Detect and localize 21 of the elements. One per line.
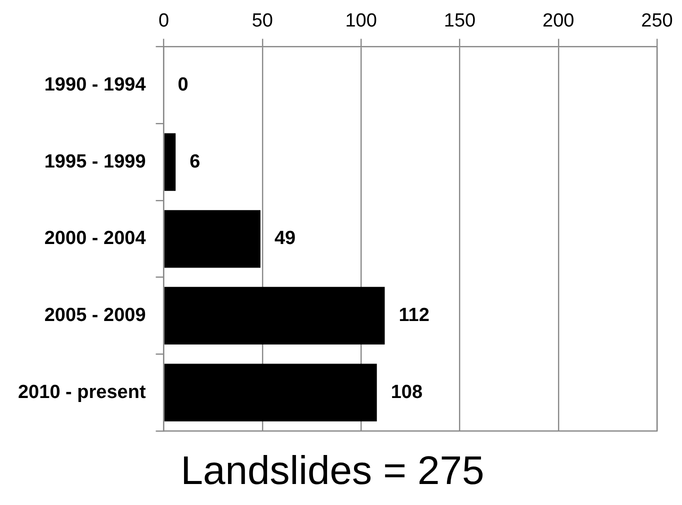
y-tick-label: 1995 - 1999	[44, 151, 146, 172]
data-label: 49	[274, 228, 296, 250]
bar	[164, 286, 385, 345]
x-tick-label: 150	[444, 10, 476, 32]
x-tick-label: 100	[345, 10, 377, 32]
bar	[164, 133, 176, 191]
x-tick-label: 250	[641, 10, 673, 32]
text: Landslides = 275	[180, 449, 484, 494]
data-label: 112	[398, 304, 430, 326]
y-tick-label: 2010 - present	[18, 382, 146, 403]
bar	[164, 210, 260, 268]
y-tick-label: 1990 - 1994	[44, 74, 146, 96]
data-label: 0	[178, 74, 188, 96]
bar	[164, 364, 377, 422]
x-tick-label: 0	[158, 10, 170, 32]
y-tick-label: 2000 - 2004	[44, 228, 146, 250]
x-tick-label: 50	[252, 10, 273, 32]
data-label: 108	[390, 382, 423, 403]
x-tick-label: 200	[542, 10, 574, 32]
data-label: 6	[190, 151, 200, 172]
y-tick-label: 2005 - 2009	[44, 304, 146, 326]
